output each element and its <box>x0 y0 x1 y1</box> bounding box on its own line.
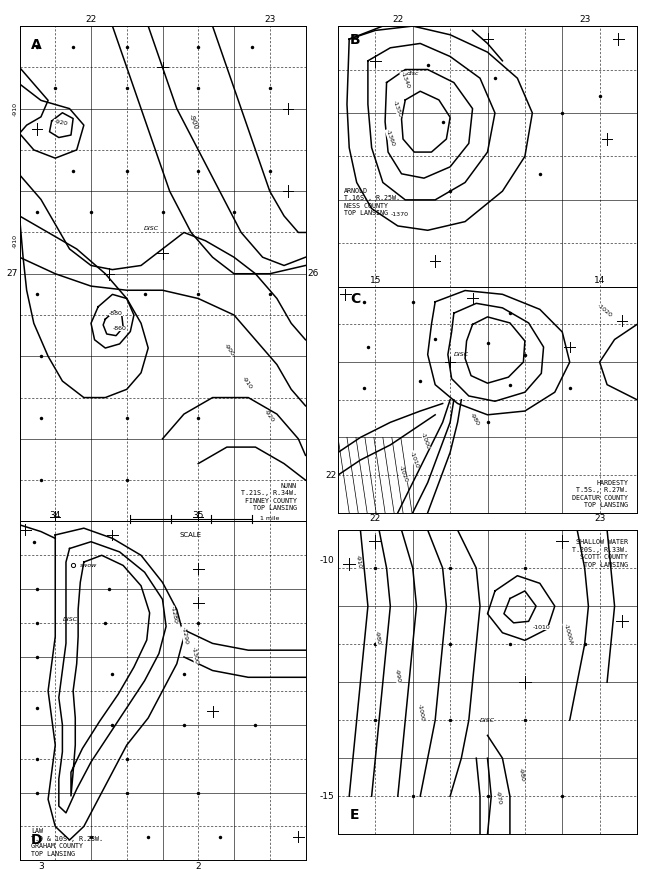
Text: -900: -900 <box>188 113 199 130</box>
Text: -970: -970 <box>495 790 502 805</box>
Text: A: A <box>31 38 42 52</box>
Text: -1290: -1290 <box>181 626 188 645</box>
Text: 34: 34 <box>49 523 61 532</box>
Text: 26: 26 <box>579 289 590 297</box>
Text: 15: 15 <box>370 276 381 285</box>
Text: -910: -910 <box>13 102 18 116</box>
Text: DISC: DISC <box>454 352 469 357</box>
Text: SCALE: SCALE <box>180 532 202 538</box>
Text: DISC: DISC <box>144 226 159 231</box>
Text: -1350: -1350 <box>392 100 402 118</box>
Text: -1300: -1300 <box>191 647 199 665</box>
Text: -900: -900 <box>224 343 235 357</box>
Text: C: C <box>350 293 360 307</box>
Text: -1370: -1370 <box>390 211 408 216</box>
Text: SHALLOW WATER
T.20S., R.33W.
SCOTT COUNTY
TOP LANSING: SHALLOW WATER T.20S., R.33W. SCOTT COUNT… <box>572 539 628 567</box>
Text: 1 mile: 1 mile <box>260 516 280 521</box>
Text: 14: 14 <box>594 276 605 285</box>
Text: 3: 3 <box>38 862 44 869</box>
Text: -1000: -1000 <box>417 703 424 721</box>
Text: D: D <box>31 833 42 846</box>
Text: 23: 23 <box>579 16 590 24</box>
Text: -860: -860 <box>112 326 126 331</box>
Text: E: E <box>350 808 359 822</box>
Text: -10: -10 <box>320 556 334 565</box>
Text: 22: 22 <box>85 16 97 24</box>
Text: -920: -920 <box>53 119 68 126</box>
Text: -880: -880 <box>109 311 123 316</box>
Text: 22: 22 <box>392 16 404 24</box>
Text: 27: 27 <box>392 289 404 297</box>
Text: -1010: -1010 <box>409 450 420 468</box>
Text: -1020: -1020 <box>398 465 409 483</box>
Text: -980: -980 <box>517 767 525 782</box>
Text: NUNN
T.21S., R.34W.
FINNEY COUNTY
TOP LANSING: NUNN T.21S., R.34W. FINNEY COUNTY TOP LA… <box>241 483 297 512</box>
Text: -1000: -1000 <box>421 431 431 449</box>
Text: 22: 22 <box>325 470 337 480</box>
Text: -1280: -1280 <box>170 606 177 624</box>
Text: 27: 27 <box>6 269 18 278</box>
Text: -980: -980 <box>469 413 480 427</box>
Text: -1360: -1360 <box>384 129 395 147</box>
Text: -1340: -1340 <box>399 71 410 90</box>
Text: -910: -910 <box>354 554 362 569</box>
Text: LAW
T.9 & 10S., R.23W.
GRAHAM COUNTY
TOP LANSING: LAW T.9 & 10S., R.23W. GRAHAM COUNTY TOP… <box>31 828 103 857</box>
Text: -1020: -1020 <box>596 302 613 318</box>
Text: B: B <box>350 33 361 47</box>
Text: HARDESTY
T.5S., R.27W.
DECATUR COUNTY
TOP LANSING: HARDESTY T.5S., R.27W. DECATUR COUNTY TO… <box>572 480 628 508</box>
Text: 35: 35 <box>192 511 204 520</box>
Text: DISC: DISC <box>62 617 77 622</box>
Text: 23: 23 <box>594 514 605 523</box>
Text: -910: -910 <box>13 234 18 248</box>
Text: 26: 26 <box>307 269 319 278</box>
Text: 35: 35 <box>264 523 276 532</box>
Text: DISC: DISC <box>480 718 495 723</box>
Text: 34: 34 <box>49 511 61 520</box>
Text: -1010: -1010 <box>532 625 550 630</box>
Text: -990: -990 <box>394 668 402 683</box>
Text: -980: -980 <box>374 631 382 645</box>
Text: swow: swow <box>81 563 98 568</box>
Text: 22: 22 <box>370 514 381 523</box>
Text: 2: 2 <box>196 862 201 869</box>
Text: disc: disc <box>406 71 419 76</box>
Text: -920: -920 <box>263 409 275 423</box>
Text: 23: 23 <box>264 16 276 24</box>
Text: -15: -15 <box>320 792 334 800</box>
Text: -1000A: -1000A <box>562 622 573 645</box>
Text: -910: -910 <box>241 376 254 390</box>
Text: ARNOLD
T.16S., R.25W.
NESS COUNTY
TOP LANSING: ARNOLD T.16S., R.25W. NESS COUNTY TOP LA… <box>344 188 400 216</box>
